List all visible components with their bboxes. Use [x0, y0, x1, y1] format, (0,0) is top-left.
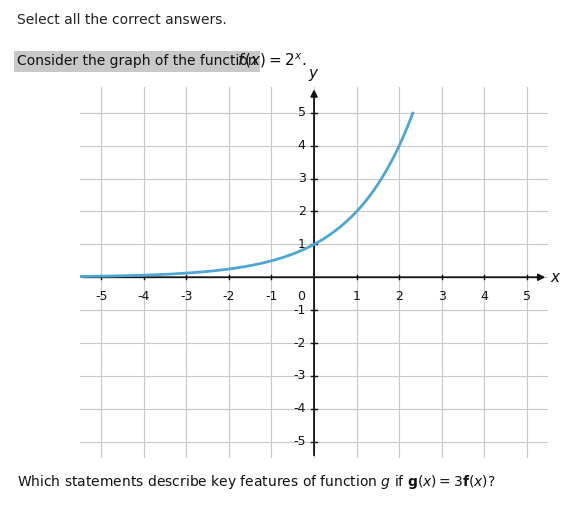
Text: -4: -4 [138, 290, 150, 303]
Text: $y$: $y$ [308, 67, 320, 83]
Text: 3: 3 [297, 172, 305, 185]
Text: -5: -5 [95, 290, 107, 303]
Text: -3: -3 [293, 370, 305, 382]
Text: Consider the graph of the function: Consider the graph of the function [17, 54, 256, 68]
Text: 3: 3 [438, 290, 446, 303]
Text: -2: -2 [293, 336, 305, 350]
Text: -1: -1 [293, 304, 305, 317]
Text: 2: 2 [395, 290, 403, 303]
Text: 2: 2 [297, 205, 305, 218]
Text: Select all the correct answers.: Select all the correct answers. [17, 13, 227, 27]
Text: 4: 4 [297, 139, 305, 152]
Text: 5: 5 [523, 290, 531, 303]
Text: 5: 5 [297, 106, 305, 119]
Text: 0: 0 [297, 290, 305, 303]
Text: -5: -5 [293, 435, 305, 448]
Text: 1: 1 [297, 238, 305, 251]
Text: -2: -2 [223, 290, 235, 303]
Text: 4: 4 [480, 290, 488, 303]
Text: $x$: $x$ [550, 270, 562, 285]
Text: -4: -4 [293, 402, 305, 415]
Text: $f\,(x) = 2^x$.: $f\,(x) = 2^x$. [237, 52, 307, 70]
Text: -1: -1 [266, 290, 278, 303]
Text: -3: -3 [180, 290, 192, 303]
Text: Which statements describe key features of function $g$ if $\mathbf{g}(x) = 3\mat: Which statements describe key features o… [17, 473, 496, 491]
Text: 1: 1 [353, 290, 360, 303]
